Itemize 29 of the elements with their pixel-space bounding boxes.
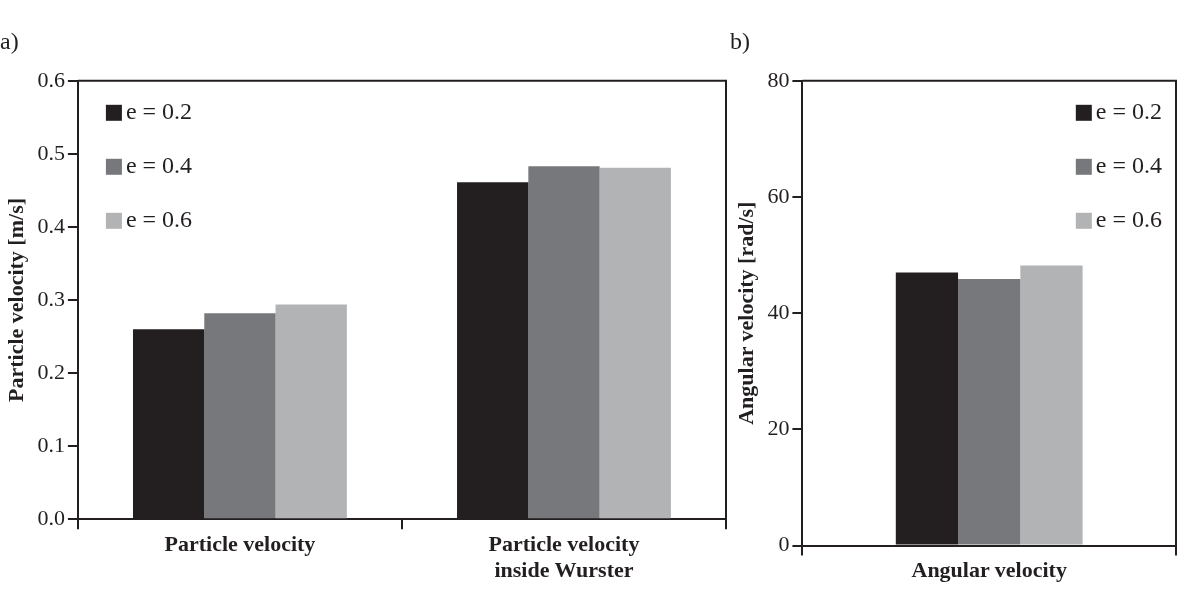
y-tick-label: 0.3 bbox=[37, 285, 65, 311]
y-tick-label: 0.4 bbox=[37, 212, 65, 238]
bar bbox=[275, 304, 347, 519]
y-tick-label: 40 bbox=[767, 298, 790, 324]
y-tick-label: 20 bbox=[767, 415, 790, 441]
bar bbox=[528, 166, 600, 519]
y-tick-label: 0.5 bbox=[37, 139, 65, 165]
y-tick-label: 0 bbox=[778, 531, 790, 557]
y-axis-title: Angular velocity [rad/s] bbox=[732, 201, 758, 425]
y-tick-label: 0.1 bbox=[37, 431, 65, 457]
y-tick-label: 80 bbox=[767, 66, 790, 92]
x-tick-label: Angular velocity bbox=[911, 557, 1067, 583]
y-tick-label: 0.0 bbox=[37, 504, 65, 530]
x-tick-label: Particle velocity inside Wurster bbox=[488, 531, 640, 583]
y-tick-label: 0.2 bbox=[37, 358, 65, 384]
legend-label: e = 0.4 bbox=[125, 152, 193, 179]
bar bbox=[599, 167, 671, 519]
chart-title: b) bbox=[730, 27, 750, 54]
legend-label: e = 0.2 bbox=[1095, 98, 1162, 125]
x-tick-label: Particle velocity bbox=[164, 531, 316, 557]
y-tick-label: 0.6 bbox=[37, 66, 65, 92]
legend-label: e = 0.2 bbox=[125, 98, 193, 125]
chart-title: a) bbox=[0, 27, 19, 54]
y-axis-title: Particle velocity [m/s] bbox=[2, 197, 28, 403]
y-tick-label: 60 bbox=[767, 182, 790, 208]
legend-label: e = 0.6 bbox=[125, 206, 193, 233]
legend-label: e = 0.4 bbox=[1095, 152, 1162, 179]
bar bbox=[204, 313, 276, 519]
legend-label: e = 0.6 bbox=[1095, 206, 1162, 233]
